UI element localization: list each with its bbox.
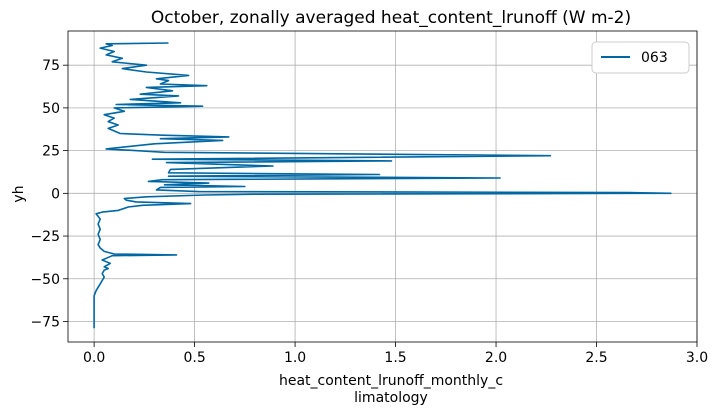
y-tick-label: −50 (30, 272, 60, 288)
x-axis-ticks: 0.0 0.5 1.0 1.5 2.0 2.5 3.0 (83, 342, 708, 366)
series-line (93, 42, 672, 329)
x-tick-label: 3.0 (686, 350, 708, 366)
y-axis-label: yh (11, 185, 27, 202)
plot-frame: 0.0 0.5 1.0 1.5 2.0 2.5 3.0 −75 −50 −25 0 25 50 75 (30, 30, 708, 366)
x-tick-label: 1.0 (284, 350, 306, 366)
legend-box (591, 41, 690, 74)
y-tick-label: 50 (42, 101, 60, 117)
x-tick-label: 2.5 (585, 350, 607, 366)
y-tick-label: −25 (30, 229, 60, 245)
chart-title: October, zonally averaged heat_content_l… (151, 8, 631, 28)
y-tick-label: 0 (51, 186, 60, 202)
x-axis-label-line1: heat_content_lrunoff_monthly_c (279, 373, 503, 389)
legend-label-063: 063 (641, 50, 668, 66)
y-axis-ticks: −75 −50 −25 0 25 50 75 (30, 58, 68, 330)
x-tick-label: 0.5 (183, 350, 205, 366)
x-tick-label: 1.5 (384, 350, 406, 366)
legend: 063 (591, 41, 690, 74)
plot-border (67, 30, 698, 343)
x-tick-label: 2.0 (485, 350, 507, 366)
y-tick-label: 25 (42, 144, 60, 160)
y-tick-label: 75 (42, 58, 60, 74)
x-axis-label-line2: limatology (354, 390, 428, 406)
y-tick-label: −75 (30, 314, 60, 330)
x-tick-label: 0.0 (83, 350, 105, 366)
